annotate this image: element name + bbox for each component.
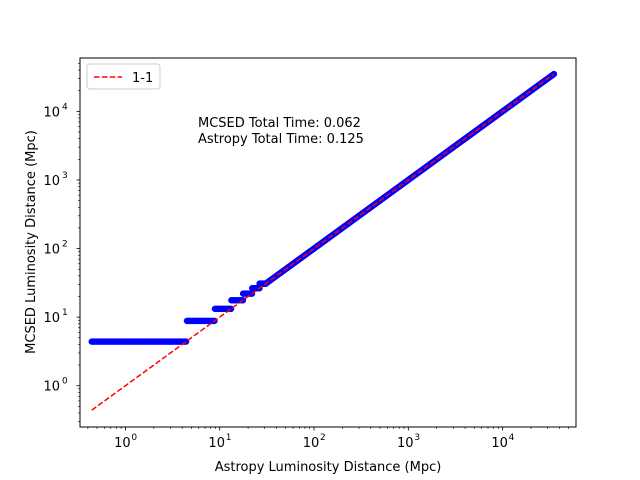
y-tick-label: 10 <box>43 380 60 395</box>
x-tick-label: 10 <box>397 436 414 451</box>
x-tick-exponent: 2 <box>320 433 326 443</box>
x-axis-ticks: 10 0 10 1 10 2 10 3 10 4 <box>87 427 569 451</box>
y-tick-label: 10 <box>43 311 60 326</box>
one-to-one-line <box>91 73 555 411</box>
data-layer <box>88 70 558 411</box>
x-tick-label: 10 <box>303 436 320 451</box>
y-tick-label: 10 <box>43 243 60 258</box>
x-tick-label: 10 <box>114 436 131 451</box>
legend-1-1-label: 1-1 <box>132 71 153 86</box>
y-tick-exponent: 4 <box>62 102 68 112</box>
x-tick-exponent: 0 <box>131 433 137 443</box>
y-tick-exponent: 2 <box>62 240 68 250</box>
x-tick-label: 10 <box>208 436 225 451</box>
y-tick-label: 10 <box>43 105 60 120</box>
y-tick-exponent: 0 <box>62 377 68 387</box>
x-tick-label: 10 <box>491 436 508 451</box>
x-tick-exponent: 3 <box>414 433 420 443</box>
legend: 1-1 <box>86 63 161 90</box>
y-axis-label: MCSED Luminosity Distance (Mpc) <box>24 130 39 354</box>
x-tick-exponent: 1 <box>226 433 232 443</box>
x-tick-exponent: 4 <box>509 433 515 443</box>
legend-box <box>86 63 161 90</box>
y-tick-exponent: 1 <box>62 308 68 318</box>
y-tick-label: 10 <box>43 174 60 189</box>
x-axis-label: Astropy Luminosity Distance (Mpc) <box>215 460 442 475</box>
axes-frame <box>79 57 577 428</box>
annotation-mcsed-time: MCSED Total Time: 0.062 <box>198 116 361 131</box>
data-point <box>550 70 558 78</box>
annotation-astropy-time: Astropy Total Time: 0.125 <box>198 132 364 147</box>
y-tick-exponent: 3 <box>62 171 68 181</box>
